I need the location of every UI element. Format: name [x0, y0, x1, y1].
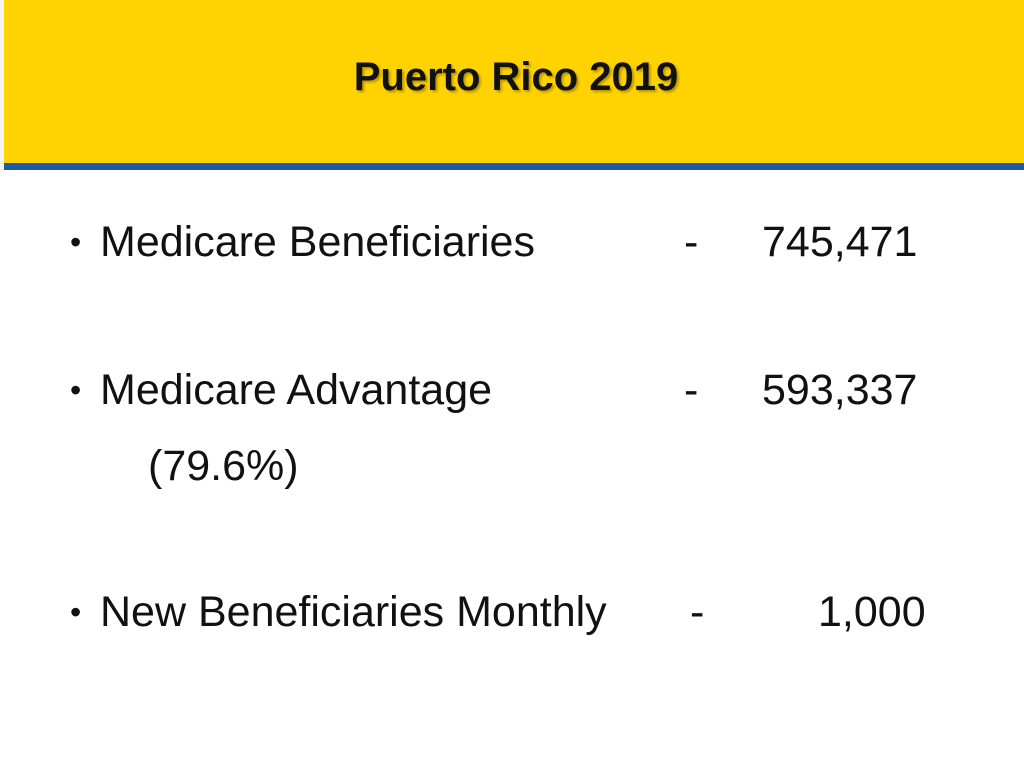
bullet-dot: •	[70, 372, 82, 408]
title-divider	[4, 163, 1024, 170]
bullet-dash: -	[684, 218, 699, 266]
slide-title: Puerto Rico 2019	[353, 55, 679, 99]
bullet-dot: •	[70, 594, 82, 630]
bullet-dash: -	[690, 588, 705, 636]
bullet-label: New Beneficiaries Monthly	[100, 588, 607, 636]
advantage-percentage: (79.6%)	[148, 442, 299, 490]
bullet-label: Medicare Beneficiaries	[100, 218, 535, 266]
bullet-item-new-monthly: • New Beneficiaries Monthly - 1,000	[0, 584, 1024, 640]
bullet-item-advantage: • Medicare Advantage - 593,337	[0, 362, 1024, 418]
slide-left-edge	[0, 0, 4, 170]
bullet-dash: -	[684, 366, 699, 414]
bullet-dot: •	[70, 224, 82, 260]
title-banner	[4, 0, 1024, 163]
bullet-value: 745,471	[762, 218, 918, 266]
bullet-label: Medicare Advantage	[100, 366, 493, 414]
bullet-value: 1,000	[818, 588, 926, 636]
bullet-item-beneficiaries: • Medicare Beneficiaries - 745,471	[0, 214, 1024, 270]
bullet-value: 593,337	[762, 366, 918, 414]
